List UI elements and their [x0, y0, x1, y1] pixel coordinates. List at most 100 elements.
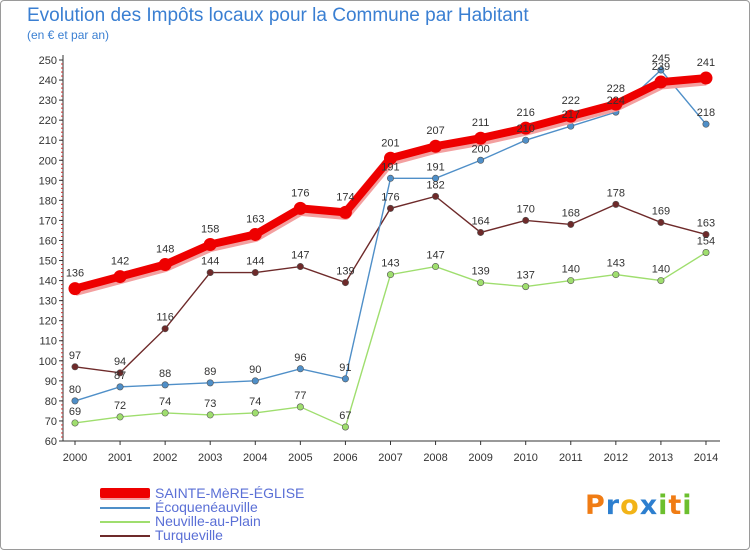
legend-label: Neuville-au-Plain — [155, 513, 261, 529]
series-point — [519, 121, 533, 135]
data-label: 178 — [607, 187, 625, 199]
legend-label: Turqueville — [155, 527, 223, 543]
logo-letter: i — [658, 490, 669, 521]
y-tick-label: 220 — [39, 115, 57, 127]
series-point — [654, 75, 668, 89]
series-point — [161, 409, 169, 417]
legend-label: Écoquenéauville — [155, 499, 258, 515]
series-point — [522, 283, 530, 291]
series-point — [702, 249, 710, 257]
series-point — [71, 419, 79, 427]
legend-swatch — [100, 521, 150, 523]
series-point — [657, 218, 665, 226]
series-point — [203, 237, 217, 251]
data-label: 143 — [607, 258, 625, 270]
series-point — [161, 381, 169, 389]
series-point — [251, 409, 259, 417]
chart-title: Evolution des Impôts locaux pour la Comm… — [27, 5, 529, 26]
data-label: 148 — [156, 244, 174, 256]
data-label: 224 — [607, 95, 625, 107]
data-label: 191 — [426, 161, 444, 173]
logo-letter: t — [668, 490, 683, 521]
logo-letter: x — [639, 490, 659, 521]
x-tick-label: 2013 — [649, 452, 673, 464]
data-label: 96 — [294, 352, 306, 364]
series-line — [74, 69, 707, 402]
series-line — [74, 195, 707, 374]
data-label: 137 — [517, 270, 535, 282]
logo-letter: o — [620, 490, 640, 521]
data-label: 97 — [69, 350, 81, 362]
series-layer — [68, 66, 713, 431]
data-label: 72 — [114, 400, 126, 412]
series-point — [248, 227, 262, 241]
legend-swatch — [100, 535, 150, 537]
x-tick-label: 2005 — [288, 452, 312, 464]
y-tick-label: 170 — [39, 215, 57, 227]
data-label: 228 — [607, 83, 625, 95]
data-label: 94 — [114, 356, 126, 368]
x-tick-label: 2008 — [423, 452, 447, 464]
series-point — [609, 97, 623, 111]
data-label: 87 — [114, 370, 126, 382]
data-label: 77 — [294, 390, 306, 402]
data-label: 139 — [471, 266, 489, 278]
series-point — [567, 277, 575, 285]
series-point — [68, 282, 82, 296]
data-label: 222 — [562, 95, 580, 107]
legend-swatch — [100, 488, 150, 498]
series-point — [251, 377, 259, 385]
data-label: 140 — [652, 264, 670, 276]
data-label: 90 — [249, 364, 261, 376]
y-tick-label: 240 — [39, 75, 57, 87]
y-tick-label: 110 — [39, 336, 57, 348]
data-label: 217 — [562, 109, 580, 121]
series-point — [612, 200, 620, 208]
series-point — [699, 71, 713, 85]
data-label: 144 — [246, 256, 264, 268]
data-label: 163 — [246, 213, 264, 225]
y-tick-label: 250 — [39, 55, 57, 67]
series-point — [477, 279, 485, 287]
data-label: 241 — [697, 57, 715, 69]
series-point — [702, 230, 710, 238]
axes: 60 70 80 90 100 110 120 130 140 150 160 170 180 190 20… — [39, 55, 720, 464]
series-0 — [68, 71, 713, 296]
series-point — [386, 271, 394, 279]
chart-subtitle: (en € et par an) — [27, 28, 110, 42]
x-tick-label: 2003 — [198, 452, 222, 464]
data-label: 67 — [339, 410, 351, 422]
series-point — [474, 131, 488, 145]
series-point — [296, 403, 304, 411]
series-point — [702, 120, 710, 128]
series-point — [432, 263, 440, 271]
series-point — [71, 397, 79, 405]
data-label: 158 — [201, 223, 219, 235]
data-label: 239 — [652, 61, 670, 73]
series-point — [206, 379, 214, 387]
y-tick-label: 160 — [39, 235, 57, 247]
series-1 — [71, 66, 710, 405]
series-3 — [71, 192, 710, 377]
x-tick-label: 2007 — [378, 452, 402, 464]
data-label: 147 — [291, 250, 309, 262]
series-point — [341, 279, 349, 287]
data-label: 144 — [201, 256, 219, 268]
series-point — [293, 201, 307, 215]
series-point — [522, 136, 530, 144]
x-tick-label: 2004 — [243, 452, 267, 464]
data-label: 147 — [426, 250, 444, 262]
data-label: 210 — [517, 123, 535, 135]
data-label: 201 — [381, 137, 399, 149]
data-label: 69 — [69, 406, 81, 418]
data-label: 174 — [336, 191, 354, 203]
data-label: 116 — [156, 312, 174, 324]
y-tick-label: 200 — [39, 155, 57, 167]
data-label: 139 — [336, 266, 354, 278]
series-point — [206, 411, 214, 419]
series-point — [113, 270, 127, 284]
y-tick-label: 80 — [45, 396, 57, 408]
data-label: 88 — [159, 368, 171, 380]
series-point — [71, 363, 79, 371]
